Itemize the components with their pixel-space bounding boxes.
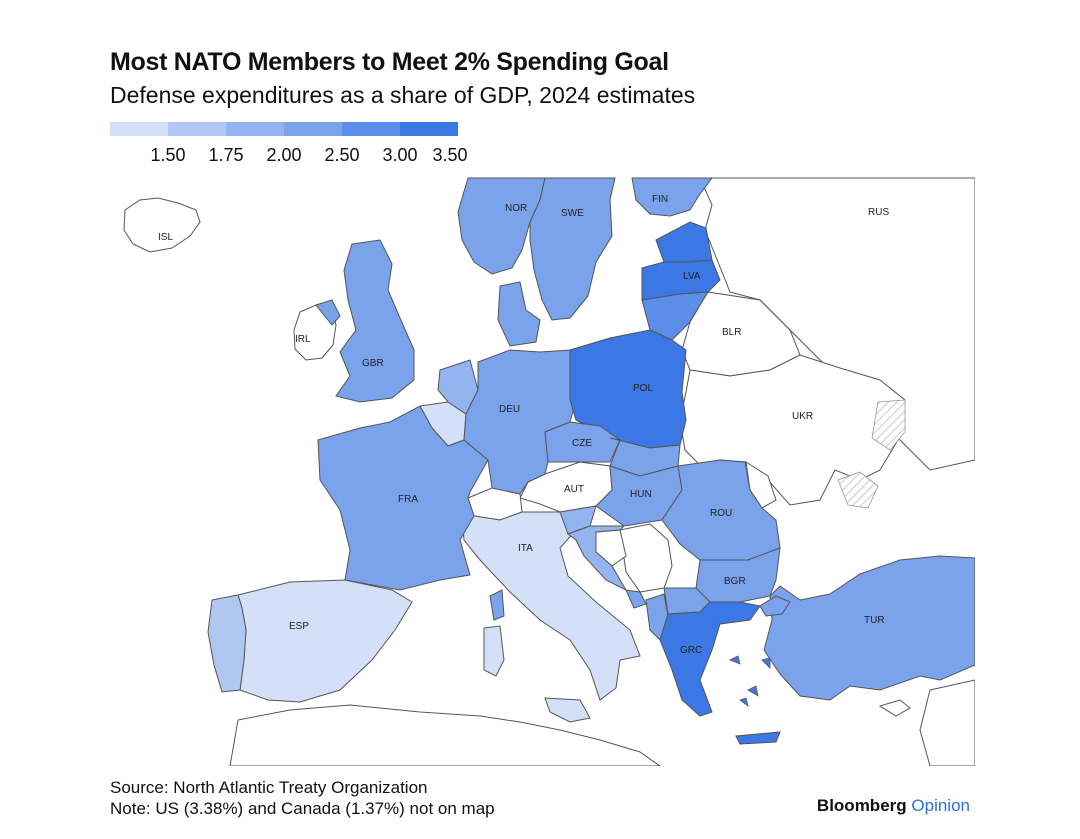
country-grc-crete xyxy=(735,731,781,745)
label-deu: DEU xyxy=(499,404,520,415)
legend-swatch-2 xyxy=(226,122,284,136)
legend-tick-3-00: 3.00 xyxy=(382,145,418,165)
country-gbr-nireland xyxy=(315,299,341,326)
label-tur: TUR xyxy=(864,615,885,626)
country-middle-east xyxy=(919,679,975,766)
country-cze xyxy=(544,421,621,463)
label-rus: RUS xyxy=(868,207,889,218)
label-ita: ITA xyxy=(518,543,533,554)
country-dnk xyxy=(497,281,541,347)
legend-tick-1-50: 1.50 xyxy=(150,145,186,165)
label-fra: FRA xyxy=(398,494,418,505)
label-swe: SWE xyxy=(561,208,584,219)
country-tur xyxy=(763,555,975,701)
brand-section: Opinion xyxy=(911,796,970,815)
color-legend: 1.50 1.75 2.00 2.50 3.00 3.50 xyxy=(110,122,468,172)
legend-tick-3-50: 3.50 xyxy=(432,145,468,165)
label-bgr: BGR xyxy=(724,576,746,587)
legend-tick-2-00: 2.00 xyxy=(266,145,302,165)
legend-tick-1-75: 1.75 xyxy=(208,145,244,165)
label-lva: LVA xyxy=(683,271,701,282)
label-cze: CZE xyxy=(572,438,592,449)
legend-tick-2-50: 2.50 xyxy=(324,145,360,165)
label-grc: GRC xyxy=(680,645,702,656)
country-ita-sicily xyxy=(544,697,591,723)
disputed-donbas xyxy=(871,399,906,451)
legend-swatch-0 xyxy=(110,122,168,136)
country-gbr xyxy=(335,239,415,403)
country-hrv xyxy=(566,525,628,592)
footnote: Note: US (3.38%) and Canada (1.37%) not … xyxy=(110,799,495,818)
legend-swatch-4 xyxy=(342,122,400,136)
label-irl: IRL xyxy=(295,334,311,345)
country-tur-thrace xyxy=(759,595,791,617)
country-africa xyxy=(229,704,661,766)
label-rou: ROU xyxy=(710,508,732,519)
label-aut: AUT xyxy=(564,484,584,495)
label-pol: POL xyxy=(633,383,653,394)
country-mne xyxy=(625,589,647,609)
country-isl xyxy=(123,197,201,253)
disputed-crimea xyxy=(837,471,879,509)
country-fra-corsica xyxy=(489,589,505,621)
country-balkans-nonmember xyxy=(619,523,673,593)
country-ukr xyxy=(679,354,906,506)
country-grc xyxy=(659,601,761,717)
label-gbr: GBR xyxy=(362,358,384,369)
country-pol xyxy=(569,329,687,449)
label-isl: ISL xyxy=(158,232,173,243)
chart-title: Most NATO Members to Meet 2% Spending Go… xyxy=(110,48,669,76)
country-grc-islands xyxy=(729,655,771,707)
europe-map: ISL NOR SWE FIN RUS LVA BLR IRL GBR POL … xyxy=(123,177,975,766)
country-fra xyxy=(317,405,489,591)
country-esp xyxy=(237,579,413,703)
brand-name: Bloomberg xyxy=(816,796,907,815)
chart-subtitle: Defense expenditures as a share of GDP, … xyxy=(110,82,696,108)
label-blr: BLR xyxy=(722,327,741,338)
label-esp: ESP xyxy=(289,621,309,632)
country-cyprus xyxy=(878,699,911,717)
country-fin xyxy=(631,177,713,217)
country-est xyxy=(655,221,713,263)
legend-swatch-3 xyxy=(284,122,342,136)
country-prt xyxy=(207,594,247,693)
brand-logo: Bloomberg Opinion xyxy=(817,796,970,816)
label-nor: NOR xyxy=(505,203,527,214)
country-ita-sardinia xyxy=(483,625,505,677)
legend-swatch-1 xyxy=(168,122,226,136)
source-note: Source: North Atlantic Treaty Organizati… xyxy=(110,778,428,797)
country-deu xyxy=(463,349,577,495)
label-ukr: UKR xyxy=(792,411,813,422)
label-fin: FIN xyxy=(652,194,668,205)
country-swe xyxy=(529,177,616,321)
legend-swatch-5 xyxy=(400,122,458,136)
label-hun: HUN xyxy=(630,489,652,500)
